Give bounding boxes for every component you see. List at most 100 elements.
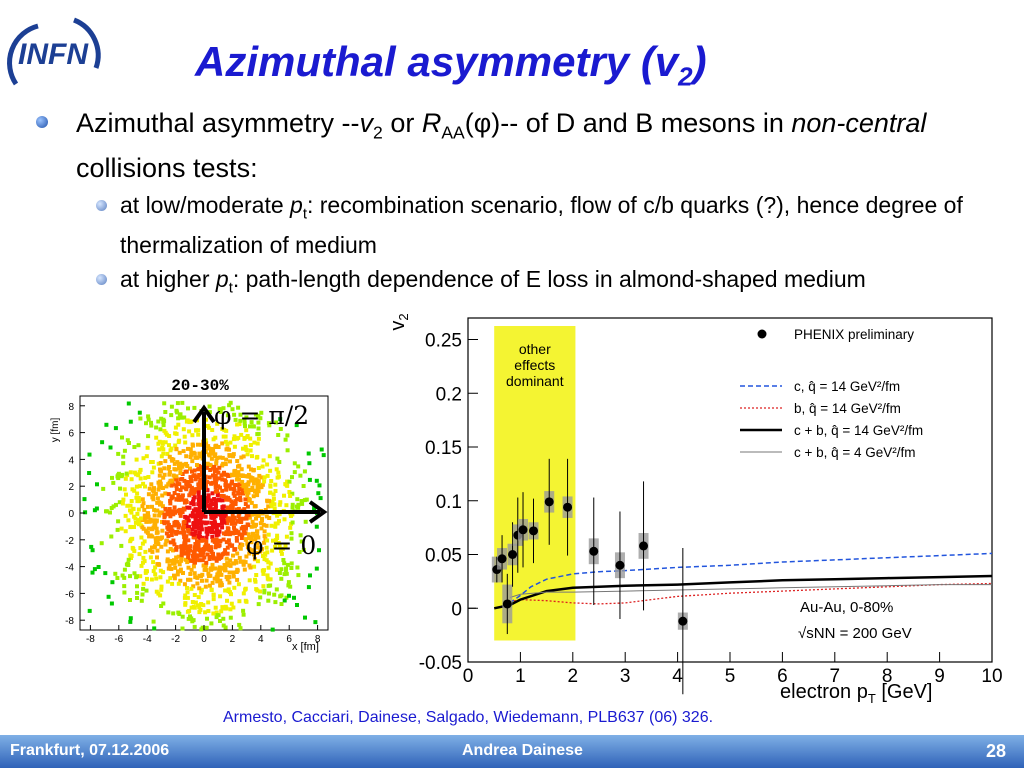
density-cell — [197, 610, 202, 615]
density-cell — [204, 529, 209, 534]
density-cell — [273, 482, 278, 487]
density-cell — [278, 427, 283, 431]
x-tick-label: 6 — [286, 634, 292, 645]
y-tick-label: 0 — [68, 509, 74, 520]
density-cell — [154, 526, 159, 531]
density-cell — [185, 590, 190, 595]
density-cell — [292, 595, 296, 600]
density-cell — [267, 591, 271, 596]
density-cell — [255, 454, 260, 459]
density-cell — [168, 501, 173, 506]
density-cell — [254, 573, 259, 577]
density-cell — [207, 446, 212, 451]
density-cell — [196, 603, 200, 608]
density-cell — [121, 454, 126, 459]
density-cell — [268, 577, 273, 582]
density-cell — [199, 500, 204, 505]
density-cell — [223, 462, 228, 466]
density-cell — [203, 514, 208, 519]
y-tick-label: 0 — [451, 599, 462, 620]
density-cell — [287, 593, 291, 598]
density-cell — [262, 540, 267, 545]
density-cell — [147, 486, 152, 491]
density-cell — [268, 484, 273, 489]
density-cell — [261, 554, 265, 558]
density-cell — [147, 519, 152, 524]
density-cell — [168, 547, 173, 551]
density-cell — [144, 454, 149, 459]
density-cell — [247, 487, 252, 492]
density-cell — [210, 502, 215, 506]
density-cell — [121, 497, 126, 502]
density-cell — [114, 502, 118, 507]
density-cell — [153, 572, 158, 577]
density-cell — [283, 543, 288, 548]
density-cell — [232, 525, 236, 530]
density-cell — [111, 480, 116, 485]
density-cell — [289, 514, 293, 518]
density-cell — [150, 504, 154, 509]
density-cell — [192, 545, 197, 550]
density-cell — [132, 549, 137, 554]
density-cell — [150, 518, 155, 523]
density-cell — [122, 487, 127, 492]
density-cell — [239, 520, 244, 524]
density-cell — [210, 562, 215, 567]
density-cell — [227, 580, 232, 585]
density-cell — [175, 522, 180, 526]
density-cell — [261, 458, 266, 463]
density-cell — [213, 505, 218, 510]
density-cell — [255, 478, 260, 483]
density-cell — [278, 417, 283, 422]
density-cell — [158, 479, 163, 484]
density-cell — [223, 625, 228, 630]
density-cell — [177, 497, 182, 502]
density-cell — [151, 619, 156, 624]
density-cell — [229, 504, 233, 509]
density-cell — [157, 500, 162, 505]
density-cell — [217, 565, 222, 570]
density-cell — [222, 563, 227, 567]
density-cell — [195, 575, 200, 580]
density-cell — [179, 415, 184, 420]
density-cell — [197, 497, 202, 502]
density-cell — [270, 499, 275, 504]
density-cell — [115, 576, 120, 580]
density-cell — [229, 517, 233, 522]
density-cell — [276, 470, 281, 475]
density-cell — [271, 496, 276, 501]
density-cell — [189, 489, 194, 494]
density-cell — [255, 441, 260, 446]
density-cell — [172, 573, 176, 578]
chart-curves-layer — [493, 552, 993, 610]
density-cell — [265, 473, 270, 478]
density-cell — [180, 472, 185, 476]
density-cell — [216, 497, 221, 502]
density-cell — [255, 533, 260, 538]
density-cell — [275, 533, 280, 538]
density-cell — [183, 542, 188, 547]
density-cell — [240, 479, 245, 484]
density-cell — [256, 489, 261, 494]
density-cell — [124, 492, 128, 497]
density-cell — [154, 425, 159, 430]
density-cell — [317, 548, 321, 553]
page-number: 28 — [986, 741, 1007, 761]
density-cell — [205, 520, 210, 525]
density-cell — [186, 616, 191, 621]
density-cell — [203, 610, 208, 615]
density-cell — [229, 481, 234, 486]
density-cell — [243, 424, 247, 429]
density-cell — [82, 497, 87, 502]
density-cell — [190, 527, 195, 532]
density-cell — [92, 508, 97, 513]
density-cell — [239, 536, 244, 540]
density-cell — [128, 553, 133, 558]
density-cell — [197, 526, 202, 530]
density-cell — [209, 588, 214, 592]
density-cell — [96, 565, 101, 569]
density-cell — [215, 421, 220, 426]
density-cell — [235, 577, 240, 582]
density-cell — [252, 552, 256, 557]
density-cell — [200, 578, 204, 583]
